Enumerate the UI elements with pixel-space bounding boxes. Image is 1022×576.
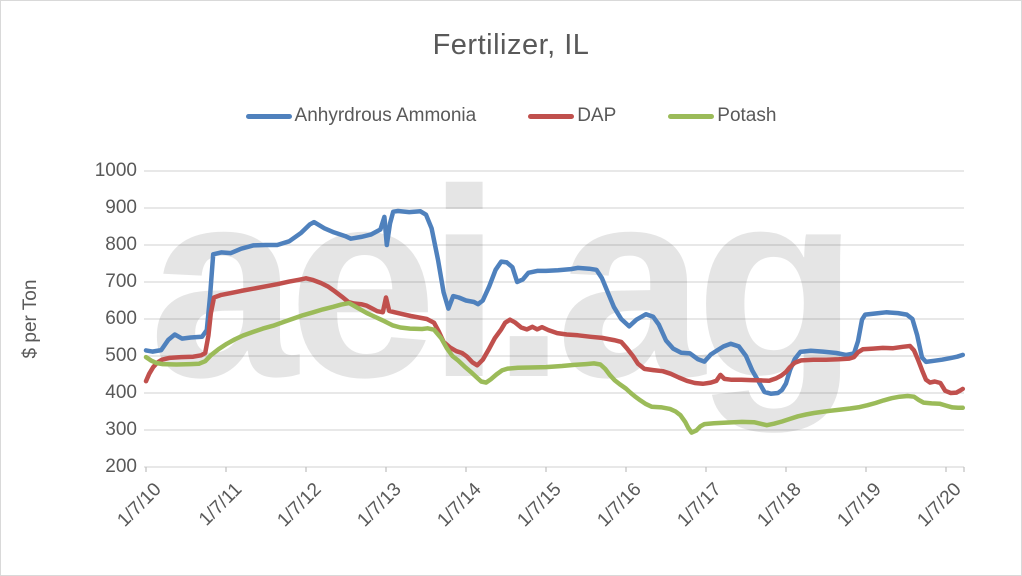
- y-tick-label: 1000: [94, 160, 137, 181]
- y-tick-label: 200: [105, 456, 137, 477]
- legend-label: Anhyrdrous Ammonia: [294, 105, 477, 126]
- series-line-dap: [143, 276, 966, 396]
- legend-line-swatch: [528, 113, 575, 119]
- legend: Anhyrdrous Ammonia DAP Potash: [1, 105, 1021, 127]
- y-tick-label: 400: [105, 382, 137, 403]
- chart-title: Fertilizer, IL: [432, 29, 590, 61]
- y-tick-label: 300: [105, 419, 137, 440]
- legend-line-swatch: [668, 113, 715, 119]
- series-line-anhyrdrous-ammonia: [143, 208, 966, 396]
- legend-item-anhyrdrous-ammonia: Anhyrdrous Ammonia: [245, 105, 477, 127]
- watermark: aei.ag: [149, 133, 859, 433]
- legend-label: Potash: [717, 105, 777, 126]
- legend-label: DAP: [577, 105, 617, 126]
- y-tick-label: 800: [105, 234, 137, 255]
- y-tick-label: 900: [105, 197, 137, 218]
- legend-item-potash: Potash: [668, 105, 776, 127]
- legend-item-dap: DAP: [528, 105, 616, 127]
- series-line-potash: [143, 300, 966, 435]
- y-tick-label: 500: [105, 345, 137, 366]
- y-tick-label: 700: [105, 271, 137, 292]
- y-tick-label: 600: [105, 308, 137, 329]
- legend-line-swatch: [245, 113, 292, 119]
- y-axis-title: $ per Ton: [20, 279, 41, 359]
